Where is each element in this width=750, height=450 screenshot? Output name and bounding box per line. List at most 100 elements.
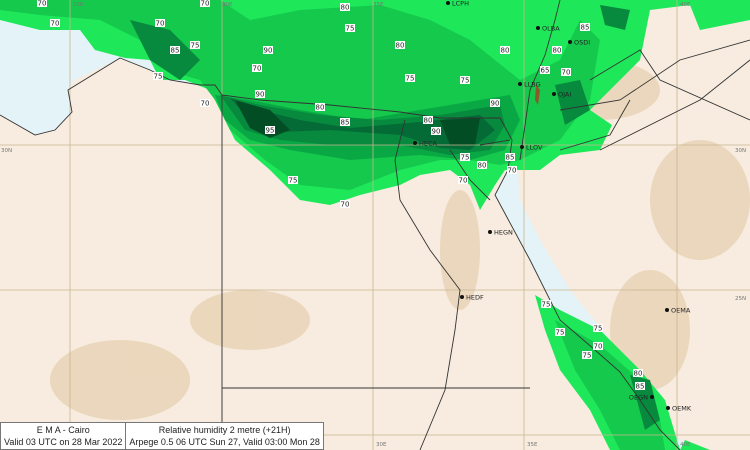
- svg-text:75: 75: [191, 42, 200, 50]
- svg-text:80: 80: [316, 104, 325, 112]
- svg-text:OEMA: OEMA: [671, 307, 691, 315]
- svg-text:OEMK: OEMK: [672, 405, 692, 413]
- lon-label: 40E: [680, 2, 691, 8]
- svg-text:90: 90: [256, 91, 265, 99]
- svg-text:75: 75: [594, 325, 603, 333]
- valid-time: Valid 03 UTC on 28 Mar 2022: [4, 437, 123, 447]
- svg-text:70: 70: [508, 167, 517, 175]
- footer-source: E M A - Cairo Valid 03 UTC on 28 Mar 202…: [1, 423, 125, 449]
- station-marker: OEMK: [666, 405, 692, 413]
- station-marker: LCPH: [446, 0, 469, 8]
- contour-label: 70: [458, 176, 468, 185]
- contour-label: 70: [50, 19, 60, 28]
- svg-text:LLBG: LLBG: [524, 81, 541, 89]
- svg-text:80: 80: [478, 162, 487, 170]
- svg-text:65: 65: [541, 67, 550, 75]
- svg-text:75: 75: [289, 177, 298, 185]
- svg-text:80: 80: [341, 4, 350, 12]
- svg-text:75: 75: [461, 154, 470, 162]
- model-run: Arpege 0.5 06 UTC Sun 27, Valid 03:00 Mo…: [129, 437, 320, 447]
- svg-text:95: 95: [266, 127, 275, 135]
- contour-label: 70: [252, 64, 262, 73]
- svg-text:75: 75: [154, 73, 163, 81]
- contour-label: 65: [540, 66, 550, 75]
- station-marker: OSDI: [568, 39, 590, 47]
- station-marker: HEDF: [460, 294, 484, 302]
- station-marker: LLOV: [520, 144, 543, 152]
- contour-label: 75: [555, 328, 565, 337]
- contour-label: 80: [552, 46, 562, 55]
- lon-label: 30E: [376, 442, 387, 448]
- svg-text:OJAI: OJAI: [558, 91, 571, 99]
- station-marker: OLBA: [536, 25, 560, 33]
- contour-label: 75: [460, 76, 470, 85]
- svg-text:90: 90: [491, 100, 500, 108]
- svg-text:OLBA: OLBA: [542, 25, 560, 33]
- lat-label: 30N: [1, 148, 12, 154]
- lat-label: 25N: [735, 296, 746, 302]
- contour-label: 75: [405, 74, 415, 83]
- contour-label: 80: [315, 103, 325, 112]
- lon-label: 40E: [680, 442, 691, 448]
- footer-product: Relative humidity 2 metre (+21H) Arpege …: [125, 423, 322, 449]
- svg-text:LCPH: LCPH: [452, 0, 469, 8]
- contour-label: 70: [200, 0, 210, 8]
- contour-label: 80: [395, 41, 405, 50]
- contour-label: 75: [460, 153, 470, 162]
- svg-text:70: 70: [38, 0, 47, 8]
- contour-label: 70: [507, 166, 517, 175]
- contour-label: 75: [288, 176, 298, 185]
- svg-text:75: 75: [542, 301, 551, 309]
- contour-label: 80: [340, 3, 350, 12]
- product-title: Relative humidity 2 metre (+21H): [158, 425, 291, 435]
- svg-text:85: 85: [636, 383, 645, 391]
- contour-label: 70: [593, 342, 603, 351]
- svg-text:85: 85: [506, 154, 515, 162]
- contour-label: 90: [263, 46, 273, 55]
- contour-label: 70: [155, 19, 165, 28]
- lat-label: 30N: [735, 148, 746, 154]
- terrain-relief: [50, 60, 750, 420]
- svg-text:70: 70: [562, 69, 571, 77]
- station-marker: LLBG: [518, 81, 541, 89]
- contour-label: 90: [490, 99, 500, 108]
- lon-label: 25E: [73, 2, 84, 8]
- svg-text:70: 70: [201, 0, 210, 8]
- svg-text:80: 80: [501, 47, 510, 55]
- station-marker: HEGN: [488, 229, 513, 237]
- svg-text:LLOV: LLOV: [526, 144, 543, 152]
- contour-label: 70: [200, 99, 210, 108]
- svg-text:75: 75: [406, 75, 415, 83]
- contour-label: 80: [500, 46, 510, 55]
- contour-label: 70: [561, 68, 571, 77]
- contour-label: 75: [582, 351, 592, 360]
- lon-label: 35E: [373, 2, 384, 8]
- contour-label: 90: [431, 127, 441, 136]
- contour-label: 80: [477, 161, 487, 170]
- lon-label: 35E: [527, 442, 538, 448]
- svg-text:HEDF: HEDF: [466, 294, 484, 302]
- svg-text:70: 70: [253, 65, 262, 73]
- contour-label: 70: [340, 200, 350, 209]
- contour-label: 80: [633, 369, 643, 378]
- contour-label: 75: [345, 24, 355, 33]
- contour-label: 85: [635, 382, 645, 391]
- svg-text:80: 80: [424, 117, 433, 125]
- svg-text:OEGN: OEGN: [629, 394, 648, 402]
- svg-text:70: 70: [156, 20, 165, 28]
- svg-text:80: 80: [553, 47, 562, 55]
- contour-label: 85: [170, 46, 180, 55]
- svg-text:70: 70: [341, 201, 350, 209]
- contour-label: 90: [255, 90, 265, 99]
- svg-text:75: 75: [461, 77, 470, 85]
- contour-label: 75: [593, 324, 603, 333]
- svg-text:85: 85: [171, 47, 180, 55]
- lon-label: 30E: [222, 2, 233, 8]
- contour-label: 75: [153, 72, 163, 81]
- svg-text:OSDI: OSDI: [574, 39, 590, 47]
- svg-text:70: 70: [594, 343, 603, 351]
- svg-text:90: 90: [264, 47, 273, 55]
- station-marker: OJAI: [552, 91, 571, 99]
